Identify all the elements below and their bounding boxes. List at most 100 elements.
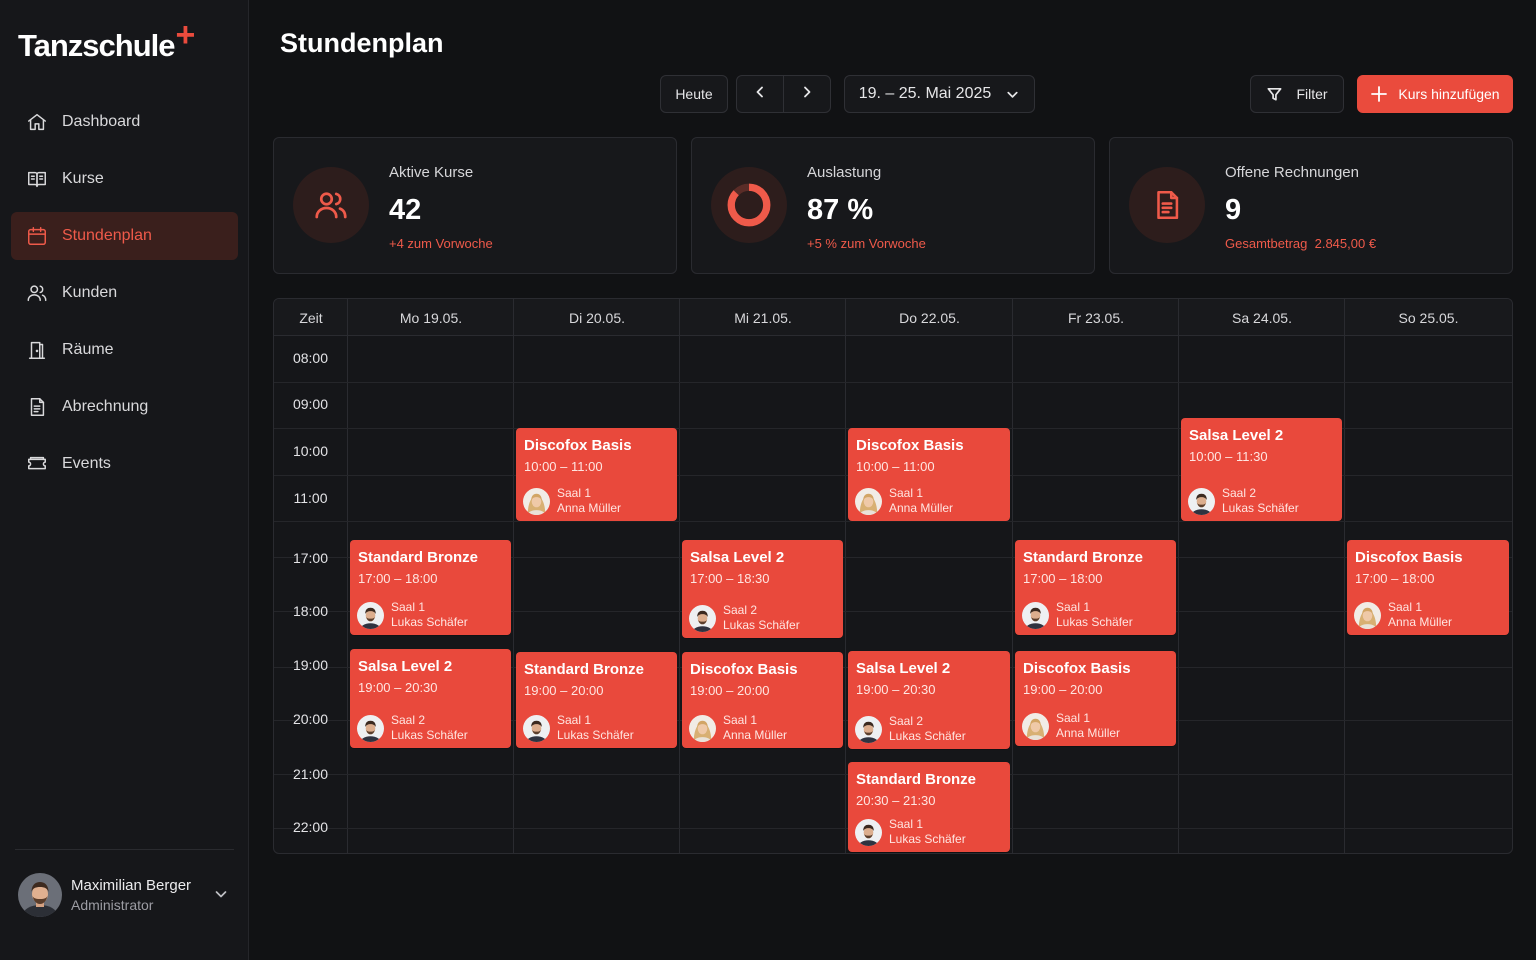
user-menu[interactable]: Maximilian Berger Administrator (18, 872, 233, 918)
event-teacher: Lukas Schäfer (723, 618, 800, 632)
app-logo[interactable]: Tanzschule+ (18, 16, 195, 65)
course-event[interactable]: Discofox Basis 10:00 – 11:00 Saal 1 Anna Mü… (516, 428, 677, 521)
course-event[interactable]: Standard Bronze 20:30 – 21:30 Saal 1 Lukas … (848, 762, 1010, 852)
stat-card-utilization: Auslastung 87 % +5 % zum Vorwoche (691, 137, 1095, 274)
event-room: Saal 1 (723, 713, 758, 727)
course-event[interactable]: Discofox Basis 19:00 – 20:00 Saal 1 Anna Mü… (1015, 651, 1176, 746)
event-room: Saal 2 (1222, 486, 1257, 500)
time-label: 09:00 (292, 396, 329, 412)
stat-icon-circle (711, 167, 787, 243)
event-room: Saal 2 (723, 603, 758, 617)
course-event[interactable]: Salsa Level 2 10:00 – 11:30 Saal 2 Lukas Sc… (1181, 418, 1342, 521)
course-event[interactable]: Discofox Basis 17:00 – 18:00 Saal 1 Anna Mü… (1347, 540, 1509, 635)
course-event[interactable]: Standard Bronze 17:00 – 18:00 Saal 1 Lukas … (1015, 540, 1176, 635)
teacher-avatar (689, 714, 716, 742)
time-label: 17:00 (292, 550, 329, 566)
teacher-avatar (357, 714, 384, 742)
course-event[interactable]: Salsa Level 2 19:00 – 20:30 Saal 2 Lukas Sc… (848, 651, 1010, 749)
event-time: 17:00 – 18:00 (1355, 571, 1435, 586)
logo-plus-icon: + (175, 16, 196, 54)
grid-column-line (513, 299, 514, 853)
event-time: 19:00 – 20:00 (1023, 682, 1103, 697)
sidebar-item-stundenplan[interactable]: Stundenplan (11, 212, 238, 260)
sidebar-item-label: Räume (62, 341, 114, 358)
event-teacher: Lukas Schäfer (889, 832, 966, 846)
users-icon (25, 281, 49, 305)
teacher-avatar (689, 604, 716, 632)
add-course-button-label: Kurs hinzufügen (1398, 86, 1500, 102)
event-title: Salsa Level 2 (358, 658, 453, 675)
today-button[interactable]: Heute (660, 75, 728, 113)
event-details: Saal 1 Anna Müller (855, 486, 953, 516)
course-event[interactable]: Salsa Level 2 19:00 – 20:30 Saal 2 Lukas Sc… (350, 649, 511, 748)
sidebar-item-label: Abrechnung (62, 398, 149, 415)
event-teacher: Anna Müller (723, 728, 788, 742)
stat-value: 87 % (807, 194, 874, 226)
teacher-avatar (855, 818, 882, 846)
date-range-select[interactable]: 19. – 25. Mai 2025 (844, 75, 1035, 113)
plus-icon (1370, 85, 1388, 103)
event-room: Saal 1 (391, 600, 426, 614)
event-teacher: Lukas Schäfer (391, 615, 468, 629)
day-header: Do 22.05. (899, 309, 960, 326)
event-teacher: Anna Müller (1056, 726, 1121, 740)
event-teacher: Lukas Schäfer (391, 728, 468, 742)
sidebar-item-label: Stundenplan (62, 227, 152, 244)
sidebar: Tanzschule+ Dashboard Kurse Stundenplan … (0, 0, 249, 960)
donut-icon (726, 182, 772, 228)
sidebar-item-dashboard[interactable]: Dashboard (11, 98, 238, 146)
filter-button[interactable]: Filter (1250, 75, 1344, 113)
previous-week-button[interactable] (737, 76, 783, 112)
event-title: Salsa Level 2 (856, 660, 951, 677)
sidebar-item-kurse[interactable]: Kurse (11, 155, 238, 203)
event-details: Saal 1 Anna Müller (1354, 600, 1452, 630)
grid-column-line (1012, 299, 1013, 853)
event-title: Discofox Basis (1355, 549, 1463, 566)
next-week-button[interactable] (783, 76, 830, 112)
time-column-header: Zeit (299, 309, 323, 326)
event-room: Saal 1 (1056, 711, 1091, 725)
day-header: Mi 21.05. (734, 309, 792, 326)
grid-row-line (274, 611, 1512, 612)
chevron-right-icon (799, 84, 815, 105)
event-title: Salsa Level 2 (1189, 427, 1284, 444)
book-icon (25, 167, 49, 191)
event-title: Standard Bronze (524, 661, 645, 678)
event-room: Saal 1 (889, 486, 924, 500)
event-title: Discofox Basis (690, 661, 798, 678)
course-event[interactable]: Standard Bronze 19:00 – 20:00 Saal 1 Lukas … (516, 652, 677, 748)
teacher-avatar (855, 487, 882, 515)
chevron-left-icon (752, 84, 768, 105)
grid-column-line (1178, 299, 1179, 853)
sidebar-item-raeume[interactable]: Räume (11, 326, 238, 374)
sidebar-item-label: Kunden (62, 284, 118, 301)
course-event[interactable]: Standard Bronze 17:00 – 18:00 Saal 1 Lukas … (350, 540, 511, 635)
filter-icon (1266, 86, 1283, 103)
calendar-header: Zeit Mo 19.05. Di 20.05. Mi 21.05. Do 22.05.… (274, 299, 1512, 336)
course-event[interactable]: Discofox Basis 19:00 – 20:00 Saal 1 Anna Mü… (682, 652, 843, 748)
grid-row-line (274, 382, 1512, 383)
grid-column-line (845, 299, 846, 853)
add-course-button[interactable]: Kurs hinzufügen (1357, 75, 1513, 113)
grid-column-line (679, 299, 680, 853)
chevron-down-icon[interactable] (213, 886, 229, 907)
stat-icon-circle (1129, 167, 1205, 243)
sidebar-item-kunden[interactable]: Kunden (11, 269, 238, 317)
event-room: Saal 1 (557, 713, 592, 727)
course-event[interactable]: Discofox Basis 10:00 – 11:00 Saal 1 Anna Mü… (848, 428, 1010, 521)
stat-value: 42 (389, 194, 422, 226)
course-event[interactable]: Salsa Level 2 17:00 – 18:30 Saal 2 Lukas Sc… (682, 540, 843, 638)
event-title: Standard Bronze (1023, 549, 1144, 566)
event-time: 17:00 – 18:00 (358, 571, 438, 586)
today-button-label: Heute (675, 86, 713, 102)
event-time: 19:00 – 20:00 (524, 683, 604, 698)
page-title: Stundenplan (280, 28, 444, 58)
stat-card-active-courses: Aktive Kurse 42 +4 zum Vorwoche (273, 137, 677, 274)
ticket-icon (25, 452, 49, 476)
teacher-avatar (523, 487, 550, 515)
event-time: 20:30 – 21:30 (856, 793, 936, 808)
sidebar-item-abrechnung[interactable]: Abrechnung (11, 383, 238, 431)
week-calendar: Zeit Mo 19.05. Di 20.05. Mi 21.05. Do 22.05.… (273, 298, 1513, 854)
day-header: Di 20.05. (568, 309, 626, 326)
sidebar-item-events[interactable]: Events (11, 440, 238, 488)
